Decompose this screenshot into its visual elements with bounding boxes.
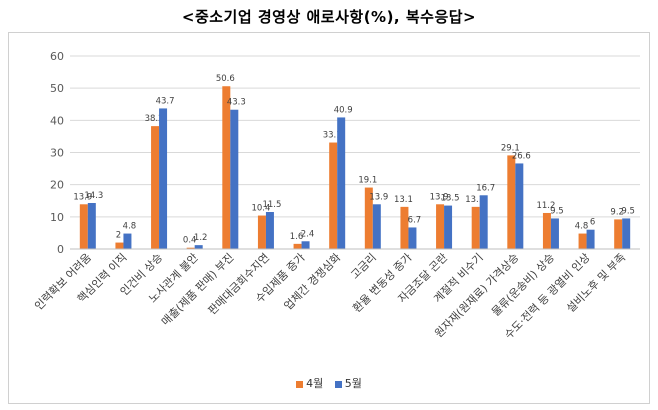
chart-title: <중소기업 경영상 애로사항(%), 복수응답>: [181, 8, 477, 26]
bar-may: [408, 227, 417, 249]
data-label: 13.9: [73, 192, 92, 202]
bar-may: [515, 163, 524, 249]
y-tick-label: 10: [50, 211, 64, 224]
data-label: 11.2: [536, 201, 555, 211]
data-label: 14.3: [84, 191, 103, 201]
y-tick-label: 30: [50, 147, 64, 160]
legend-swatch-april: [296, 380, 304, 388]
bar-may: [622, 218, 631, 249]
legend: 4월 5월: [0, 375, 658, 391]
data-label: 13.1: [465, 195, 484, 205]
data-label: 11.5: [262, 200, 281, 210]
y-tick-label: 40: [50, 114, 64, 127]
data-label: 13.1: [394, 195, 413, 205]
data-label: 13.9: [430, 192, 449, 202]
bar-april: [614, 219, 623, 249]
bar-may: [479, 195, 488, 249]
data-label: 13.9: [369, 192, 388, 202]
data-label: 50.6: [216, 74, 235, 84]
data-label: 0.4: [183, 236, 197, 246]
data-label: 29.1: [501, 143, 520, 153]
bar-may: [230, 109, 239, 250]
data-label: 43.3: [227, 98, 246, 108]
bar-may: [87, 203, 96, 249]
bar-april: [364, 187, 373, 249]
bar-april: [400, 206, 409, 249]
y-tick-label: 0: [57, 243, 64, 256]
data-label: 6.7: [408, 215, 422, 225]
data-label: 2: [116, 231, 121, 241]
data-label: 19.1: [358, 176, 377, 186]
bar-april: [79, 204, 88, 249]
bar-may: [586, 229, 595, 249]
legend-item-april: 4월: [296, 375, 323, 391]
bar-april: [151, 126, 160, 249]
legend-label-april: 4월: [306, 377, 324, 390]
bar-may: [194, 245, 203, 249]
data-label: 6: [590, 218, 595, 228]
y-tick-label: 50: [50, 82, 64, 95]
bar-april: [471, 206, 480, 249]
bar-april: [542, 212, 551, 249]
bar-april: [186, 247, 195, 249]
y-tick-label: 60: [50, 50, 64, 63]
data-label: 16.7: [476, 183, 495, 193]
bar-april: [222, 86, 231, 249]
x-tick-label: 고금리: [348, 251, 379, 282]
x-tick-label: 물류(운송비) 상승: [489, 251, 557, 319]
bar-april: [115, 242, 124, 249]
bar-may: [372, 204, 381, 249]
data-label: 9.5: [550, 206, 564, 216]
data-label: 13.5: [441, 194, 460, 204]
bar-may: [337, 117, 346, 250]
data-label: 4.8: [575, 222, 589, 232]
bar-may: [265, 212, 274, 249]
bar-april: [257, 215, 266, 249]
legend-swatch-may: [334, 380, 342, 388]
data-label: 9.2: [610, 207, 624, 217]
bar-april: [578, 233, 587, 249]
data-label: 43.7: [156, 96, 175, 106]
data-label: 38.2: [145, 114, 164, 124]
legend-item-may: 5월: [334, 375, 362, 391]
data-label: 33.1: [323, 131, 342, 141]
data-label: 2.4: [301, 229, 315, 239]
data-label: 1.2: [194, 233, 208, 243]
data-label: 40.9: [334, 105, 353, 115]
bar-april: [507, 155, 516, 249]
data-label: 9.5: [621, 206, 635, 216]
bar-may: [301, 241, 310, 249]
bar-may: [550, 218, 559, 249]
bar-april: [436, 204, 445, 249]
data-label: 10.4: [251, 204, 270, 214]
legend-label-may: 5월: [344, 377, 362, 390]
data-label: 1.6: [290, 232, 304, 242]
bar-may: [444, 205, 453, 249]
data-label: 26.6: [512, 151, 531, 161]
bar-may: [159, 108, 168, 249]
bar-may: [123, 233, 132, 249]
x-tick-label: 판매대금회수지연: [206, 251, 272, 317]
bar-april: [293, 243, 302, 249]
y-tick-label: 20: [50, 179, 64, 192]
bar-april: [329, 142, 338, 249]
data-label: 4.8: [123, 222, 137, 232]
